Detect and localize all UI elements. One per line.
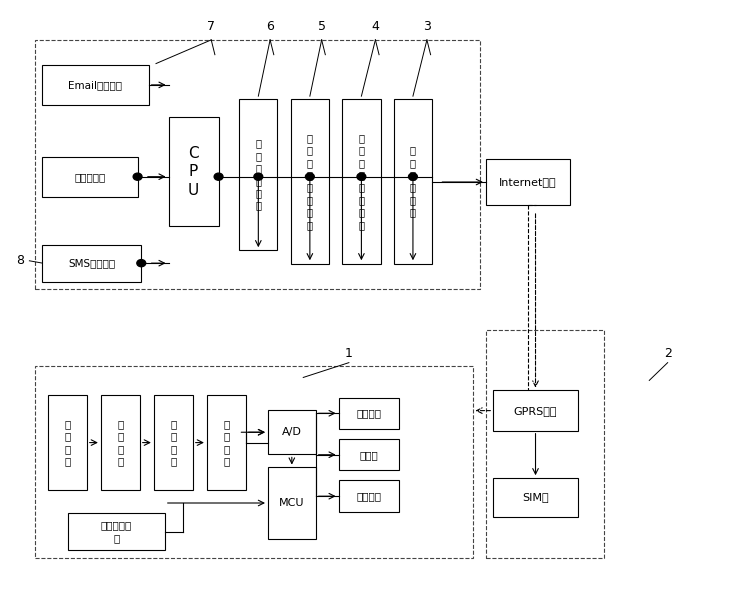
FancyBboxPatch shape xyxy=(168,117,219,227)
Text: Email收发模块: Email收发模块 xyxy=(68,80,122,90)
Text: 多
重
滤
波: 多 重 滤 波 xyxy=(170,419,177,466)
Text: 2: 2 xyxy=(664,347,672,360)
FancyBboxPatch shape xyxy=(68,513,165,550)
FancyBboxPatch shape xyxy=(290,99,329,264)
Text: 6: 6 xyxy=(266,20,274,33)
Circle shape xyxy=(409,173,418,180)
Circle shape xyxy=(305,173,314,180)
FancyBboxPatch shape xyxy=(42,245,141,281)
FancyBboxPatch shape xyxy=(101,395,140,490)
FancyBboxPatch shape xyxy=(239,99,277,250)
Text: 4: 4 xyxy=(372,20,379,33)
FancyBboxPatch shape xyxy=(48,395,86,490)
FancyBboxPatch shape xyxy=(35,365,472,558)
Text: MCU: MCU xyxy=(279,498,304,508)
FancyBboxPatch shape xyxy=(394,99,432,264)
Text: GPRS模块: GPRS模块 xyxy=(514,406,557,416)
Text: 7: 7 xyxy=(207,20,215,33)
Circle shape xyxy=(137,259,146,267)
Text: 数
据
分
析
模
块: 数 据 分 析 模 块 xyxy=(256,139,262,211)
Text: 导
连
电
极: 导 连 电 极 xyxy=(64,419,70,466)
Text: 1: 1 xyxy=(345,347,353,360)
Text: 报警电路: 报警电路 xyxy=(356,491,381,501)
Text: 患
者
信
息
管
理
模
块: 患 者 信 息 管 理 模 块 xyxy=(307,133,313,230)
FancyBboxPatch shape xyxy=(493,390,578,431)
FancyBboxPatch shape xyxy=(268,410,316,455)
FancyBboxPatch shape xyxy=(342,99,381,264)
Text: A/D: A/D xyxy=(282,427,302,437)
FancyBboxPatch shape xyxy=(338,397,399,429)
Text: C
P
U: C P U xyxy=(188,146,200,198)
FancyBboxPatch shape xyxy=(486,330,604,558)
Text: 8: 8 xyxy=(16,254,24,267)
FancyBboxPatch shape xyxy=(338,481,399,512)
Text: 存储器: 存储器 xyxy=(359,450,378,460)
Text: 5: 5 xyxy=(318,20,326,33)
Text: 前
置
放
大: 前 置 放 大 xyxy=(118,419,123,466)
Text: 时钟电路: 时钟电路 xyxy=(356,408,381,418)
Text: 3: 3 xyxy=(423,20,431,33)
Text: Internet网络: Internet网络 xyxy=(500,177,557,187)
FancyBboxPatch shape xyxy=(338,439,399,471)
Circle shape xyxy=(214,173,223,180)
FancyBboxPatch shape xyxy=(486,159,571,205)
Text: SIM卡: SIM卡 xyxy=(522,493,549,502)
Circle shape xyxy=(357,173,366,180)
FancyBboxPatch shape xyxy=(207,395,246,490)
FancyBboxPatch shape xyxy=(268,468,316,538)
Text: 用
户
信
息
管
理
模
块: 用 户 信 息 管 理 模 块 xyxy=(358,133,364,230)
Text: 数
据
通
信
模
块: 数 据 通 信 模 块 xyxy=(410,145,416,217)
FancyBboxPatch shape xyxy=(42,156,137,197)
Circle shape xyxy=(133,173,142,180)
Text: 导连脱落检
测: 导连脱落检 测 xyxy=(101,521,132,543)
FancyBboxPatch shape xyxy=(42,65,149,105)
Circle shape xyxy=(254,173,263,180)
FancyBboxPatch shape xyxy=(493,478,578,516)
FancyBboxPatch shape xyxy=(154,395,193,490)
FancyBboxPatch shape xyxy=(35,40,480,289)
Text: 后
置
放
大: 后 置 放 大 xyxy=(223,419,229,466)
Text: SMS管理模块: SMS管理模块 xyxy=(68,258,115,268)
Text: 系统存储器: 系统存储器 xyxy=(74,172,106,181)
